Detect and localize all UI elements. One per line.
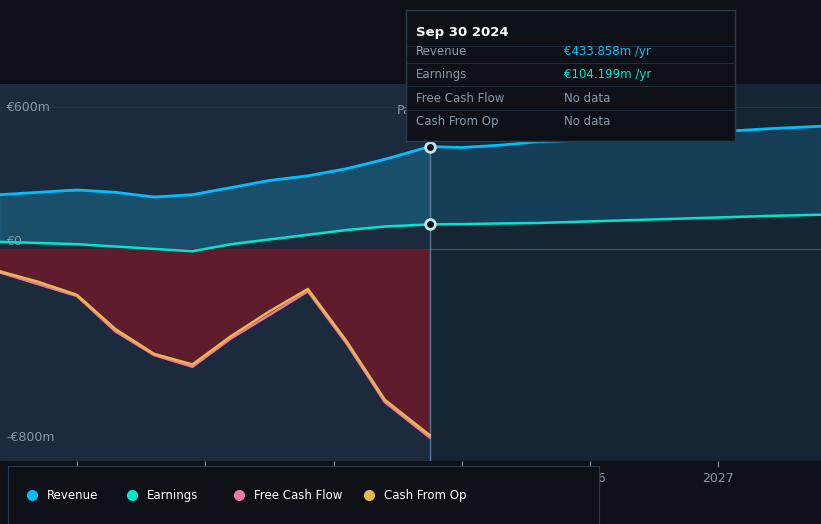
Text: Past: Past [397,104,424,117]
Text: Cash From Op: Cash From Op [383,489,466,501]
Text: Revenue: Revenue [47,489,98,501]
Text: Free Cash Flow: Free Cash Flow [416,92,505,105]
Text: €0: €0 [7,235,22,248]
Text: Sep 30 2024: Sep 30 2024 [416,26,509,39]
Text: Analysts Forecasts: Analysts Forecasts [436,104,553,117]
Bar [0,84,429,461]
Text: €433.858m /yr: €433.858m /yr [564,45,651,58]
Text: Earnings: Earnings [416,68,468,81]
Text: -€800m: -€800m [7,431,55,444]
Text: Revenue: Revenue [416,45,468,58]
Text: No data: No data [564,92,610,105]
Text: Cash From Op: Cash From Op [416,115,498,128]
Text: Earnings: Earnings [147,489,199,501]
Text: Free Cash Flow: Free Cash Flow [254,489,342,501]
Text: No data: No data [564,115,610,128]
Text: €104.199m /yr: €104.199m /yr [564,68,651,81]
Bar [429,84,821,461]
Text: €600m: €600m [7,101,50,114]
